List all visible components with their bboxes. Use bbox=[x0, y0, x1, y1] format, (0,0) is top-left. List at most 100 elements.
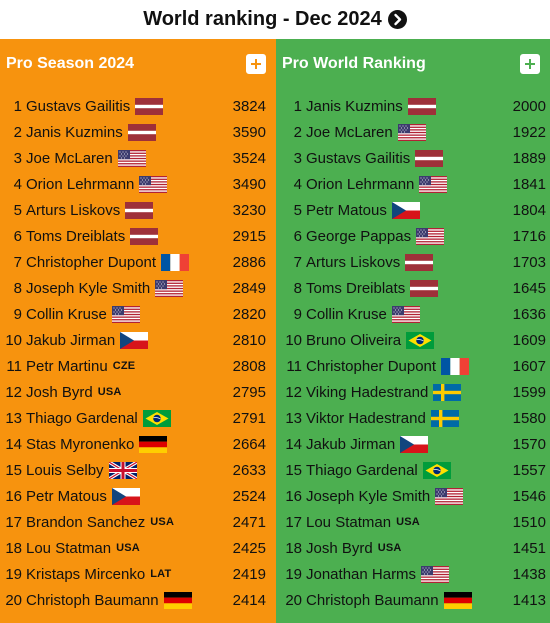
player-name[interactable]: Toms Dreiblats bbox=[306, 279, 406, 297]
flag-usa-icon bbox=[111, 305, 140, 323]
ranking-row[interactable]: 2 Joe McLaren 1922 bbox=[276, 119, 550, 145]
player-name[interactable]: Viking Hadestrand bbox=[306, 383, 429, 401]
ranking-row[interactable]: 7 Arturs Liskovs 1703 bbox=[276, 249, 550, 275]
player-name[interactable]: Josh Byrd bbox=[306, 539, 373, 557]
ranking-row[interactable]: 8 Joseph Kyle Smith 2849 bbox=[0, 275, 276, 301]
ranking-row[interactable]: 16 Petr Matous 2524 bbox=[0, 483, 276, 509]
player-name[interactable]: Thiago Gardenal bbox=[306, 461, 418, 479]
ranking-score: 3524 bbox=[232, 149, 266, 167]
player-name[interactable]: Lou Statman bbox=[26, 539, 112, 557]
player-name[interactable]: Stas Myronenko bbox=[26, 435, 135, 453]
player-name[interactable]: Thiago Gardenal bbox=[26, 409, 138, 427]
rank-number: 17 bbox=[5, 513, 22, 531]
season-ranking-list: 1 Gustavs Gailitis 3824 2 Janis Kuzmins 3590 3… bbox=[0, 88, 276, 613]
player-name[interactable]: Viktor Hadestrand bbox=[306, 409, 426, 427]
flag-germany-icon bbox=[443, 591, 472, 609]
player-name[interactable]: Christoph Baumann bbox=[306, 591, 439, 609]
ranking-row[interactable]: 17 Brandon Sanchez USA 2471 bbox=[0, 509, 276, 535]
player-name[interactable]: Arturs Liskovs bbox=[26, 201, 121, 219]
rank-number: 12 bbox=[285, 383, 302, 401]
ranking-row[interactable]: 10 Jakub Jirman 2810 bbox=[0, 327, 276, 353]
player-name[interactable]: Bruno Oliveira bbox=[306, 331, 402, 349]
ranking-row[interactable]: 1 Gustavs Gailitis 3824 bbox=[0, 93, 276, 119]
ranking-row[interactable]: 20 Christoph Baumann 1413 bbox=[276, 587, 550, 613]
ranking-row[interactable]: 20 Christoph Baumann 2414 bbox=[0, 587, 276, 613]
player-name[interactable]: Jonathan Harms bbox=[306, 565, 417, 583]
ranking-row[interactable]: 12 Viking Hadestrand 1599 bbox=[276, 379, 550, 405]
country-code: USA bbox=[116, 542, 140, 554]
ranking-row[interactable]: 9 Collin Kruse 2820 bbox=[0, 301, 276, 327]
ranking-row[interactable]: 3 Gustavs Gailitis 1889 bbox=[276, 145, 550, 171]
rank-number: 15 bbox=[5, 461, 22, 479]
ranking-row[interactable]: 13 Viktor Hadestrand 1580 bbox=[276, 405, 550, 431]
season-expand-plus-icon[interactable] bbox=[246, 53, 266, 74]
player-name[interactable]: Petr Martinu bbox=[26, 357, 108, 375]
ranking-row[interactable]: 17 Lou Statman USA 1510 bbox=[276, 509, 550, 535]
ranking-row[interactable]: 15 Louis Selby 2633 bbox=[0, 457, 276, 483]
player-name[interactable]: Joe McLaren bbox=[306, 123, 393, 141]
ranking-row[interactable]: 11 Petr Martinu CZE 2808 bbox=[0, 353, 276, 379]
player-name[interactable]: Joe McLaren bbox=[26, 149, 113, 167]
player-name[interactable]: George Pappas bbox=[306, 227, 412, 245]
player-name[interactable]: Collin Kruse bbox=[306, 305, 387, 323]
ranking-row[interactable]: 11 Christopher Dupont 1607 bbox=[276, 353, 550, 379]
ranking-row[interactable]: 2 Janis Kuzmins 3590 bbox=[0, 119, 276, 145]
ranking-row[interactable]: 6 Toms Dreiblats 2915 bbox=[0, 223, 276, 249]
ranking-row[interactable]: 9 Collin Kruse 1636 bbox=[276, 301, 550, 327]
player-name[interactable]: Christopher Dupont bbox=[26, 253, 157, 271]
flag-usa-icon bbox=[421, 565, 450, 583]
ranking-row[interactable]: 7 Christopher Dupont 2886 bbox=[0, 249, 276, 275]
flag-sweden-icon bbox=[430, 409, 459, 427]
ranking-row[interactable]: 14 Stas Myronenko 2664 bbox=[0, 431, 276, 457]
flag-germany-icon bbox=[163, 591, 192, 609]
ranking-row[interactable]: 1 Janis Kuzmins 2000 bbox=[276, 93, 550, 119]
ranking-row[interactable]: 13 Thiago Gardenal 2791 bbox=[0, 405, 276, 431]
player-name[interactable]: Jakub Jirman bbox=[306, 435, 396, 453]
player-name[interactable]: Joseph Kyle Smith bbox=[306, 487, 431, 505]
ranking-row[interactable]: 18 Lou Statman USA 2425 bbox=[0, 535, 276, 561]
player-name[interactable]: Toms Dreiblats bbox=[26, 227, 126, 245]
player-name[interactable]: Brandon Sanchez bbox=[26, 513, 146, 531]
world-expand-plus-icon[interactable] bbox=[520, 53, 540, 74]
ranking-row[interactable]: 15 Thiago Gardenal 1557 bbox=[276, 457, 550, 483]
rank-number: 18 bbox=[285, 539, 302, 557]
chevron-right-circle-icon[interactable] bbox=[387, 9, 407, 29]
player-name[interactable]: Orion Lehrmann bbox=[306, 175, 415, 193]
ranking-row[interactable]: 10 Bruno Oliveira 1609 bbox=[276, 327, 550, 353]
player-name[interactable]: Lou Statman bbox=[306, 513, 392, 531]
player-name[interactable]: Arturs Liskovs bbox=[306, 253, 401, 271]
ranking-row[interactable]: 16 Joseph Kyle Smith 1546 bbox=[276, 483, 550, 509]
ranking-row[interactable]: 19 Jonathan Harms 1438 bbox=[276, 561, 550, 587]
ranking-row[interactable]: 6 George Pappas 1716 bbox=[276, 223, 550, 249]
flag-latvia-icon bbox=[405, 253, 434, 271]
ranking-row[interactable]: 5 Arturs Liskovs 3230 bbox=[0, 197, 276, 223]
rank-number: 10 bbox=[5, 331, 22, 349]
player-name[interactable]: Christopher Dupont bbox=[306, 357, 437, 375]
ranking-row[interactable]: 3 Joe McLaren 3524 bbox=[0, 145, 276, 171]
ranking-row[interactable]: 4 Orion Lehrmann 3490 bbox=[0, 171, 276, 197]
player-name[interactable]: Christoph Baumann bbox=[26, 591, 159, 609]
ranking-row[interactable]: 4 Orion Lehrmann 1841 bbox=[276, 171, 550, 197]
player-name[interactable]: Collin Kruse bbox=[26, 305, 107, 323]
player-name[interactable]: Janis Kuzmins bbox=[26, 123, 123, 141]
season-panel: Pro Season 2024 1 Gustavs Gailitis 3824 2 Ja… bbox=[0, 39, 276, 623]
ranking-row[interactable]: 14 Jakub Jirman 1570 bbox=[276, 431, 550, 457]
ranking-row[interactable]: 8 Toms Dreiblats 1645 bbox=[276, 275, 550, 301]
flag-usa-icon bbox=[419, 175, 448, 193]
player-name[interactable]: Josh Byrd bbox=[26, 383, 93, 401]
ranking-row[interactable]: 12 Josh Byrd USA 2795 bbox=[0, 379, 276, 405]
player-name[interactable]: Louis Selby bbox=[26, 461, 104, 479]
player-name[interactable]: Orion Lehrmann bbox=[26, 175, 135, 193]
player-name[interactable]: Gustavs Gailitis bbox=[306, 149, 411, 167]
player-name[interactable]: Jakub Jirman bbox=[26, 331, 116, 349]
ranking-row[interactable]: 5 Petr Matous 1804 bbox=[276, 197, 550, 223]
ranking-row[interactable]: 19 Kristaps Mircenko LAT 2419 bbox=[0, 561, 276, 587]
player-name[interactable]: Joseph Kyle Smith bbox=[26, 279, 151, 297]
ranking-row[interactable]: 18 Josh Byrd USA 1451 bbox=[276, 535, 550, 561]
rank-number: 5 bbox=[293, 201, 302, 219]
player-name[interactable]: Janis Kuzmins bbox=[306, 97, 403, 115]
player-name[interactable]: Kristaps Mircenko bbox=[26, 565, 146, 583]
player-name[interactable]: Petr Matous bbox=[26, 487, 107, 505]
player-name[interactable]: Petr Matous bbox=[306, 201, 387, 219]
player-name[interactable]: Gustavs Gailitis bbox=[26, 97, 131, 115]
